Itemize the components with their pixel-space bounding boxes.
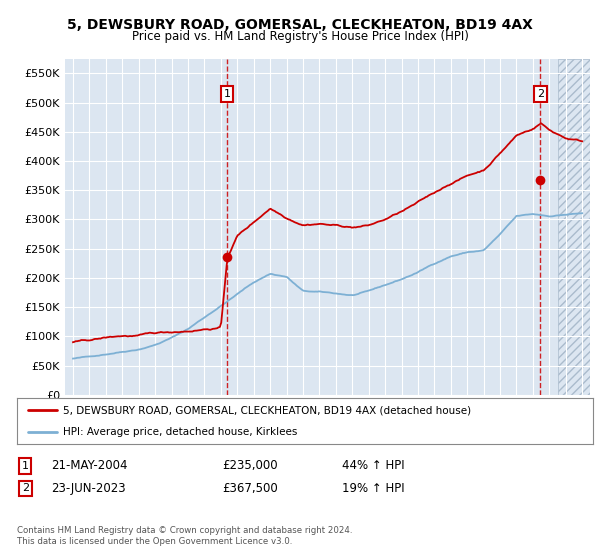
Text: £367,500: £367,500 [222, 482, 278, 495]
Text: £235,000: £235,000 [222, 459, 278, 473]
Bar [557, 59, 600, 395]
Text: 19% ↑ HPI: 19% ↑ HPI [342, 482, 404, 495]
Text: 44% ↑ HPI: 44% ↑ HPI [342, 459, 404, 473]
Text: HPI: Average price, detached house, Kirklees: HPI: Average price, detached house, Kirk… [63, 427, 297, 437]
Text: 2: 2 [22, 483, 29, 493]
Text: 2: 2 [537, 89, 544, 99]
Text: 5, DEWSBURY ROAD, GOMERSAL, CLECKHEATON, BD19 4AX: 5, DEWSBURY ROAD, GOMERSAL, CLECKHEATON,… [67, 18, 533, 32]
Text: 21-MAY-2004: 21-MAY-2004 [51, 459, 128, 473]
Text: Price paid vs. HM Land Registry's House Price Index (HPI): Price paid vs. HM Land Registry's House … [131, 30, 469, 43]
Text: 1: 1 [22, 461, 29, 471]
Text: Contains HM Land Registry data © Crown copyright and database right 2024.
This d: Contains HM Land Registry data © Crown c… [17, 526, 352, 546]
Text: 1: 1 [223, 89, 230, 99]
Text: 5, DEWSBURY ROAD, GOMERSAL, CLECKHEATON, BD19 4AX (detached house): 5, DEWSBURY ROAD, GOMERSAL, CLECKHEATON,… [63, 405, 471, 416]
Text: 23-JUN-2023: 23-JUN-2023 [51, 482, 125, 495]
